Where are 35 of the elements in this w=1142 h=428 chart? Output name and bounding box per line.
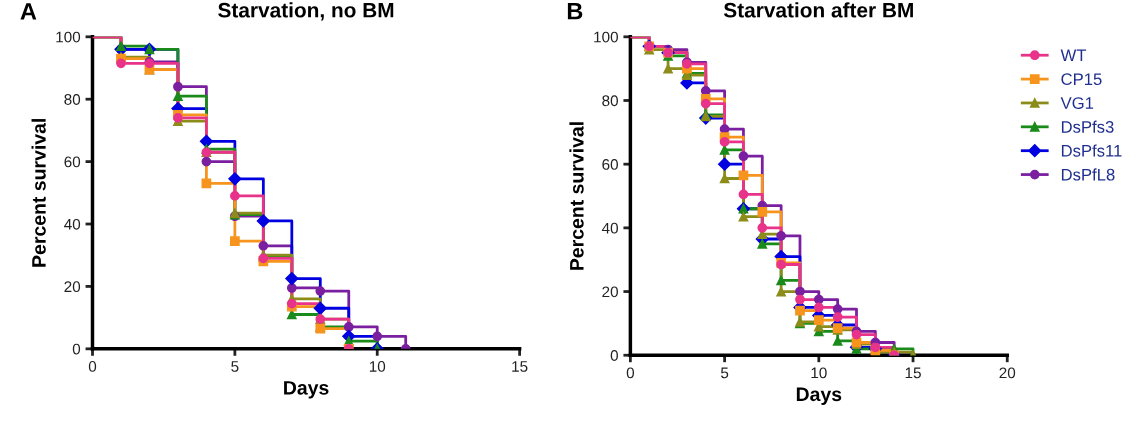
y-tick-label: 100 <box>56 31 81 43</box>
y-tick-label: 40 <box>601 222 618 234</box>
y-tick-label: 80 <box>602 95 618 107</box>
x-tick-label: 0 <box>626 367 635 379</box>
y-tick-label: 100 <box>594 31 618 43</box>
x-tick-label: 5 <box>231 361 239 372</box>
y-tick-label: 60 <box>602 159 618 170</box>
y-tick-label: 0 <box>610 350 618 361</box>
y-tick-label: 80 <box>64 94 81 105</box>
y-tick-label: 40 <box>64 218 81 230</box>
legend-label: DsPfs11 <box>1061 144 1122 157</box>
legend-label: VG1 <box>1060 97 1094 109</box>
x-tick-label: 15 <box>905 367 921 379</box>
x-tick-label: 10 <box>811 367 827 379</box>
y-tick-label: 20 <box>64 281 81 293</box>
text: B <box>567 2 583 20</box>
y-tick-label: 20 <box>602 286 618 298</box>
x-tick-label: 0 <box>88 361 97 372</box>
text: A <box>20 3 37 20</box>
x-tick-label: 5 <box>720 367 729 379</box>
x-axis-title: Days <box>796 387 842 405</box>
legend-label: WT <box>1060 49 1087 62</box>
legend-label: DsPfL8 <box>1061 168 1115 181</box>
chart-title: Starvation, no BM <box>218 2 394 21</box>
x-tick-label: 15 <box>512 361 528 372</box>
x-tick-label: 10 <box>369 361 386 372</box>
y-axis-title: Percent survival <box>31 119 46 267</box>
x-tick-label: 20 <box>999 367 1016 379</box>
legend-label: DsPfs3 <box>1061 120 1114 133</box>
legend-label: CP15 <box>1061 73 1102 86</box>
y-tick-label: 60 <box>64 156 81 168</box>
chart-title: Starvation after BM <box>723 2 913 18</box>
y-tick-label: 0 <box>72 343 81 355</box>
x-axis-title: Days <box>284 381 329 399</box>
y-axis-title: Percent survival <box>569 122 584 270</box>
